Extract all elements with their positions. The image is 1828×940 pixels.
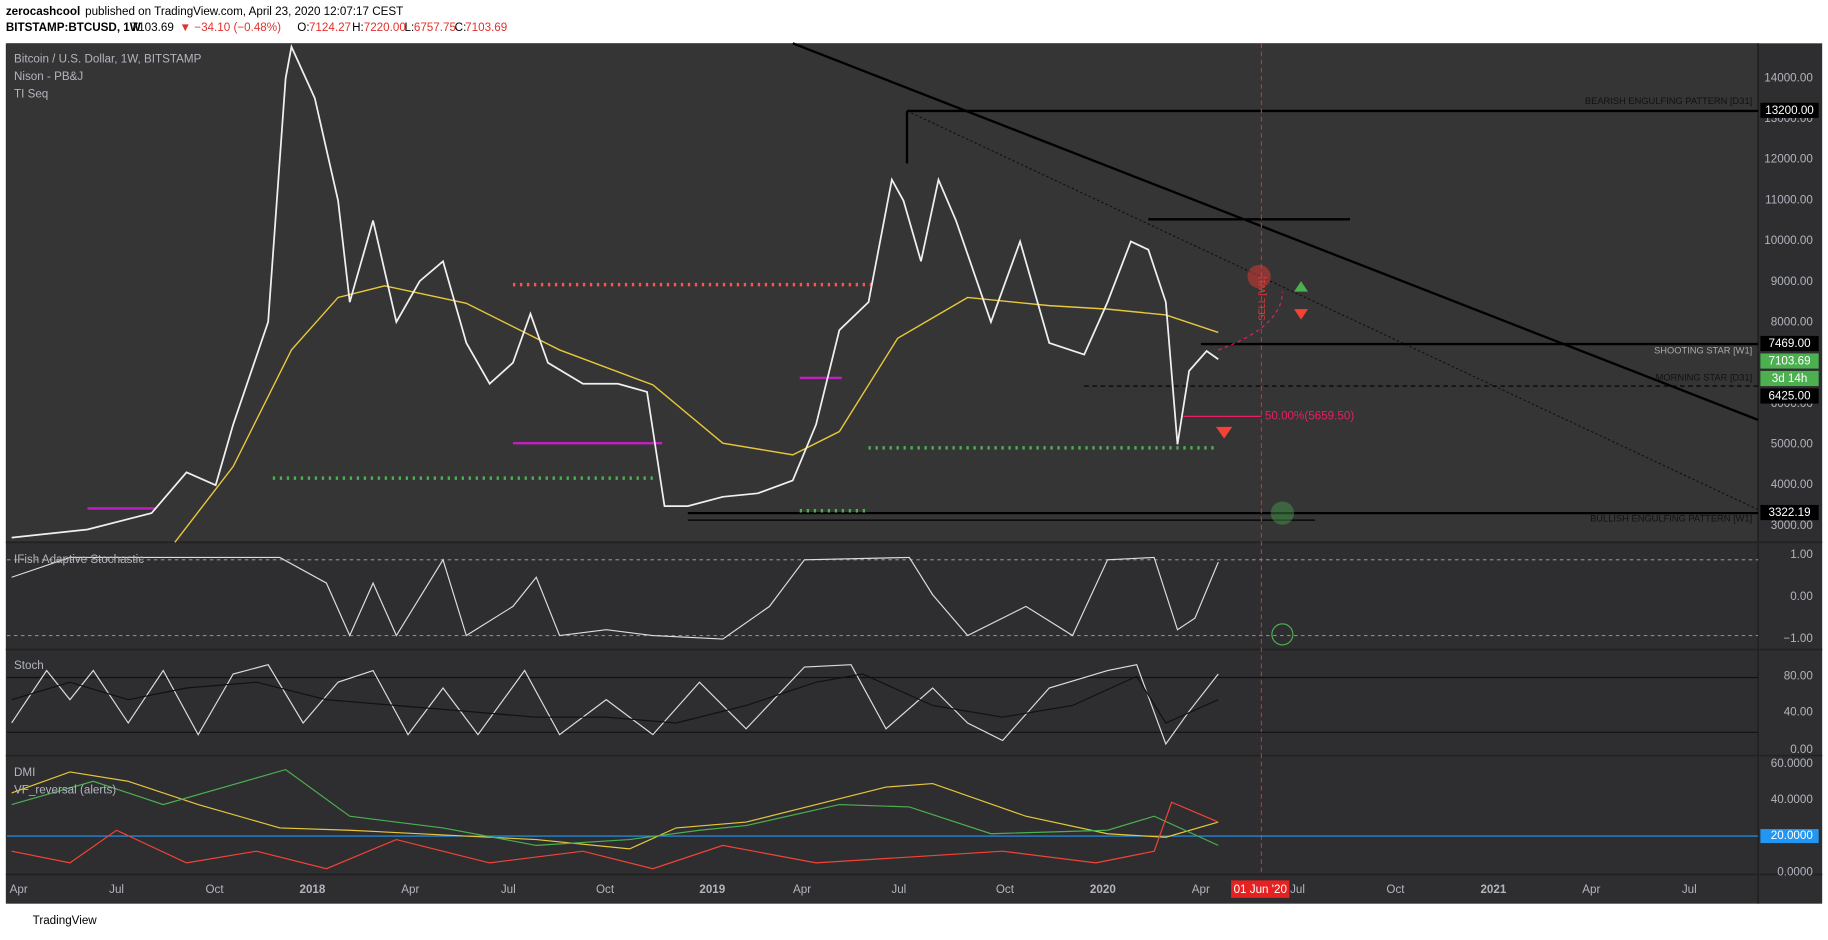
symbol: BITSTAMP:BTCUSD, 1W (6, 21, 141, 34)
time-axis-label: Jul (501, 883, 516, 896)
last: 7103.69 (132, 21, 174, 34)
time-axis-label: Oct (996, 883, 1015, 896)
time-axis-label: Jul (891, 883, 906, 896)
time-axis-label: Apr (10, 883, 28, 896)
price (11, 43, 1219, 539)
moving-average (174, 285, 1219, 543)
fib-label: 50.00%(5659.50) (1265, 409, 1354, 422)
price-tag: 3322.19 (1768, 506, 1810, 519)
time-axis-label: 2018 (299, 883, 325, 896)
time-axis-label: Oct (1386, 883, 1405, 896)
c-label: C: (455, 21, 467, 34)
indicator-name: Stoch (14, 659, 44, 672)
indicator-axis-label: 20.0000 (1771, 829, 1814, 842)
o-label: O: (297, 21, 309, 34)
low: 6757.75 (414, 21, 456, 34)
indicator-name: DMI (14, 766, 35, 779)
time-axis-label: 2020 (1090, 883, 1116, 896)
indicator-axis-label: 40.0000 (1771, 793, 1814, 806)
price-axis-label: 3000.00 (1771, 519, 1814, 532)
legend-line: TI Seq (14, 88, 48, 101)
time-axis-label: Apr (793, 883, 811, 896)
pattern-label: BULLISH ENGULFING PATTERN [W1] (1590, 513, 1752, 523)
date-tag (1231, 880, 1290, 898)
drawings (87, 42, 1759, 875)
price-tags: 13200.00 7469.00 7103.69 3d 14h 6425.00 … (1760, 102, 1819, 521)
indicator-axis-label: 0.00 (1790, 743, 1813, 756)
sell-label: SELL [W1] (1257, 277, 1267, 321)
indicator-axis-label: 1.00 (1790, 548, 1813, 561)
main-pane (6, 43, 1759, 543)
time-axis: Apr Jul Oct 2018 Apr Jul Oct 2019 Apr Jul Oct 2020 A… (10, 880, 1697, 898)
price-axis-label: 4000.00 (1771, 478, 1814, 491)
high: 7220.00 (364, 21, 407, 34)
h-label: H: (352, 21, 364, 34)
indicator-axis-label: 80.00 (1784, 669, 1814, 682)
time-axis-label: Jul (1682, 883, 1697, 896)
axis-tag (1760, 829, 1819, 844)
price-axis-label: 11000.00 (1765, 193, 1813, 206)
price-tag: 6425.00 (1768, 390, 1811, 403)
indicator-axis-label: −1.00 (1783, 632, 1813, 645)
time-axis-label: Apr (1192, 883, 1210, 896)
indicator-axis-label: 40.00 (1784, 706, 1814, 719)
pattern-label: MORNING STAR [D31] (1656, 372, 1753, 382)
published: published on TradingView.com, April 23, … (85, 5, 403, 18)
indicator-axis-label: 0.00 (1790, 590, 1813, 603)
indicator-name: VF_reversal (alerts) (14, 784, 116, 797)
close: 7103.69 (465, 21, 507, 34)
price-axis-label: 10000.00 (1764, 234, 1813, 247)
price-axis-label: 5000.00 (1771, 438, 1814, 451)
open: 7124.27 (309, 21, 351, 34)
price-tag: 7103.69 (1768, 355, 1810, 368)
price-axis-label: 8000.00 (1771, 315, 1814, 328)
price-axis-label: 9000.00 (1771, 275, 1814, 288)
indicator-legends: IFish Adaptive Stochastic Stoch DMI VF_r… (14, 553, 144, 797)
indicator-name: IFish Adaptive Stochastic (14, 553, 144, 566)
time-axis-label: Oct (596, 883, 615, 896)
price-tag: 7469.00 (1768, 337, 1811, 350)
footer-brand: TradingView (33, 914, 98, 927)
indicator-lines (6, 556, 1759, 870)
change: ▼ −34.10 (−0.48%) (180, 21, 282, 34)
time-axis-label: 01 Jun '20 (1234, 883, 1288, 896)
time-axis-label: 2019 (699, 883, 725, 896)
pane-separators (5, 43, 1823, 904)
author: zerocashcool (6, 5, 80, 18)
main-legend: Bitcoin / U.S. Dollar, 1W, BITSTAMP Niso… (14, 53, 202, 101)
time-axis-label: Apr (401, 883, 419, 896)
indicator-axes: 1.000.00−1.0080.0040.000.0060.000040.000… (1760, 548, 1819, 878)
annotations: BEARISH ENGULFING PATTERN [D31] SHOOTING… (1257, 96, 1752, 523)
legend-line: Nison - PB&J (14, 70, 83, 83)
time-axis-label: 2021 (1480, 883, 1506, 896)
time-axis-label: Jul (109, 883, 124, 896)
time-axis-label: Apr (1582, 883, 1600, 896)
l-label: L: (405, 21, 415, 34)
indicator-axis-label: 0.0000 (1777, 865, 1813, 878)
price-tag: 13200.00 (1765, 104, 1814, 117)
legend-line: Bitcoin / U.S. Dollar, 1W, BITSTAMP (14, 53, 202, 66)
price-axis-label: 12000.00 (1764, 153, 1813, 166)
indicator-axis-label: 60.0000 (1771, 757, 1814, 770)
price-axis-label: 14000.00 (1764, 71, 1813, 84)
countdown: 3d 14h (1772, 372, 1808, 385)
time-axis-label: Oct (205, 883, 224, 896)
pattern-label: SHOOTING STAR [W1] (1654, 346, 1752, 356)
pattern-label: BEARISH ENGULFING PATTERN [D31] (1585, 96, 1752, 106)
time-axis-label: Jul (1290, 883, 1305, 896)
